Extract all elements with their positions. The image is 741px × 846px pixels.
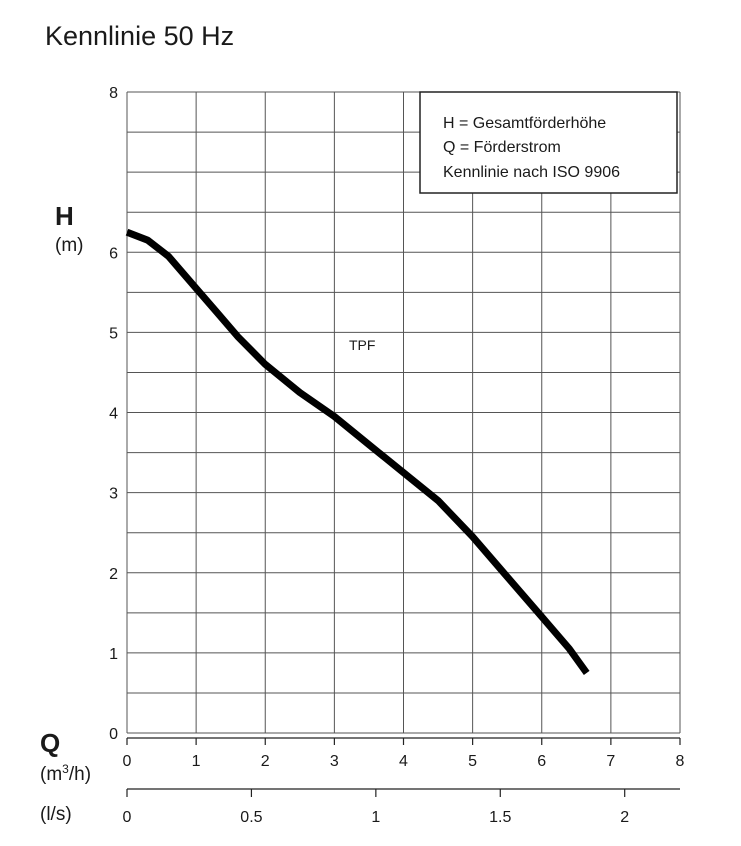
x-tick-label: 5 [468, 753, 477, 770]
x-axis-symbol: Q [40, 728, 60, 758]
x-tick-label: 4 [399, 753, 408, 770]
secondary-x-tick-label: 2 [620, 809, 629, 826]
series-line-tpf [125, 228, 590, 675]
secondary-x-axis-unit: (l/s) [40, 804, 72, 825]
y-tick-label: 1 [109, 646, 118, 663]
y-tick-label: 4 [109, 406, 118, 423]
legend-line-1: H = Gesamtförderhöhe [443, 115, 606, 132]
x-tick-label: 6 [537, 753, 546, 770]
secondary-x-tick-label: 1.5 [489, 809, 511, 826]
secondary-x-tick-label: 0.5 [240, 809, 262, 826]
y-axis-symbol: H [55, 201, 74, 231]
legend-line-3: Kennlinie nach ISO 9906 [443, 164, 620, 181]
axes: 0 1 2 3 4 5 6 8 0 1 2 3 4 5 6 7 8 0 0.5 1 1.5 2 [109, 85, 684, 826]
legend-box: H = Gesamtförderhöhe Q = Förderstrom Ken… [419, 91, 678, 194]
y-tick-label: 2 [109, 566, 118, 583]
x-tick-label: 7 [606, 753, 615, 770]
y-tick-label: 8 [109, 85, 118, 102]
y-tick-label: 3 [109, 486, 118, 503]
series-label-tpf: TPF [349, 337, 375, 353]
grid [126, 91, 681, 734]
x-tick-label: 3 [330, 753, 339, 770]
secondary-x-tick-label: 1 [371, 809, 380, 826]
legend-line-2: Q = Förderstrom [443, 139, 561, 156]
y-axis-unit: (m) [55, 235, 83, 256]
x-tick-label: 2 [261, 753, 270, 770]
y-tick-label: 0 [109, 726, 118, 743]
legend-frame [419, 91, 678, 194]
y-tick-label: 5 [109, 325, 118, 342]
y-tick-label: 6 [109, 245, 118, 262]
secondary-x-tick-label: 0 [123, 809, 132, 826]
x-tick-label: 8 [676, 753, 685, 770]
x-tick-label: 0 [123, 753, 132, 770]
x-axis-unit: (m3/h) [40, 762, 91, 785]
chart-title: Kennlinie 50 Hz [45, 21, 234, 51]
x-tick-label: 1 [192, 753, 201, 770]
